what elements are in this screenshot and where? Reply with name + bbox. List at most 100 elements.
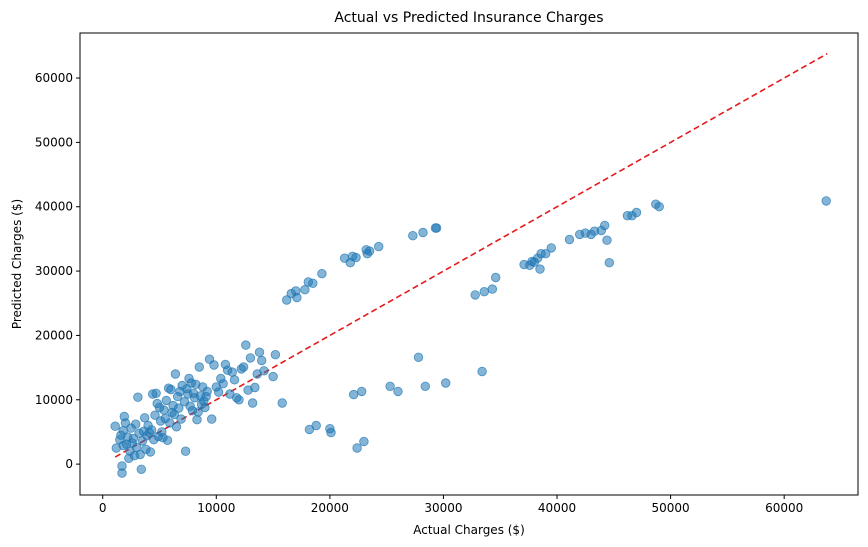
data-point — [631, 207, 642, 218]
data-point — [270, 350, 281, 360]
y-tick-label: 0 — [65, 457, 73, 471]
data-point — [133, 392, 143, 402]
data-point — [441, 378, 451, 388]
data-point — [602, 235, 612, 245]
data-point — [257, 355, 267, 366]
data-point — [180, 446, 191, 456]
data-point — [110, 421, 120, 431]
data-point — [151, 388, 161, 399]
data-point — [300, 285, 310, 295]
data-point — [393, 386, 403, 397]
data-point — [364, 246, 375, 256]
plot-frame — [79, 32, 859, 496]
data-point — [192, 415, 202, 425]
y-tick-label: 40000 — [35, 200, 73, 214]
x-axis-label: Actual Charges ($) — [413, 523, 525, 537]
data-point — [254, 347, 265, 357]
data-point — [418, 227, 428, 238]
data-point — [170, 369, 181, 379]
data-point — [176, 414, 186, 424]
data-point — [470, 290, 480, 300]
data-point — [218, 379, 228, 389]
data-point — [413, 352, 424, 363]
x-tick-label: 30000 — [424, 501, 462, 515]
data-point — [564, 234, 575, 245]
data-point — [326, 427, 336, 438]
data-point — [200, 402, 210, 413]
y-tick-label: 60000 — [35, 71, 73, 85]
axes-layer: 0 10000 20000 30000 40000 50000 60000 0 10000 200… — [35, 32, 859, 515]
data-point — [311, 420, 321, 431]
data-point — [277, 398, 287, 408]
data-point — [317, 269, 327, 279]
data-point — [159, 405, 169, 415]
x-tick-label: 40000 — [538, 501, 576, 515]
data-point — [139, 413, 150, 423]
data-point — [150, 410, 160, 420]
data-point — [166, 384, 176, 395]
data-point — [227, 367, 237, 377]
y-axis-label: Predicted Charges ($) — [10, 199, 24, 329]
x-tick-label: 20000 — [311, 501, 349, 515]
x-tick-label: 50000 — [652, 501, 690, 515]
plot-background — [80, 33, 858, 495]
x-tick-label: 60000 — [765, 501, 803, 515]
data-point — [209, 360, 219, 370]
data-point — [174, 403, 184, 413]
data-point — [431, 223, 442, 233]
data-point — [357, 386, 367, 397]
data-point — [146, 425, 157, 435]
data-point — [541, 248, 551, 259]
data-point — [268, 371, 278, 382]
reference-line — [114, 52, 828, 458]
data-point — [238, 362, 249, 372]
data-point — [351, 252, 361, 263]
data-point — [259, 366, 269, 376]
data-point — [374, 241, 384, 252]
data-point — [245, 353, 256, 363]
data-point — [491, 272, 501, 283]
data-point — [130, 419, 141, 429]
data-point — [161, 395, 172, 406]
data-point — [535, 264, 545, 274]
data-point — [821, 196, 831, 206]
data-point — [241, 340, 251, 350]
data-point — [282, 295, 292, 305]
data-point — [600, 220, 610, 231]
data-point — [420, 381, 431, 392]
data-point — [136, 464, 147, 475]
y-tick-label: 50000 — [35, 135, 73, 149]
data-point — [193, 407, 203, 417]
data-point — [308, 278, 318, 289]
y-tick-label: 20000 — [35, 328, 73, 342]
data-point — [385, 381, 395, 392]
reference-line-layer — [114, 52, 828, 458]
data-point — [408, 230, 418, 241]
data-point — [213, 387, 224, 397]
data-point — [546, 243, 557, 253]
data-point — [145, 447, 156, 457]
data-point — [234, 395, 244, 405]
data-point — [206, 414, 217, 424]
data-point — [349, 389, 359, 400]
points-layer — [110, 196, 831, 478]
data-point — [654, 201, 664, 212]
data-point — [162, 435, 173, 446]
y-tick-label: 10000 — [35, 393, 73, 407]
x-tick-label: 10000 — [197, 501, 235, 515]
data-point — [359, 436, 369, 447]
data-point — [487, 284, 498, 294]
data-point — [352, 443, 362, 453]
data-point — [604, 258, 615, 268]
chart-title: Actual vs Predicted Insurance Charges — [334, 10, 603, 26]
data-point — [171, 422, 182, 432]
data-point — [292, 292, 302, 303]
data-point — [194, 362, 205, 372]
data-point — [250, 382, 260, 393]
data-point — [247, 398, 258, 408]
data-point — [229, 375, 240, 385]
data-point — [202, 386, 212, 397]
data-point — [477, 366, 487, 377]
data-point — [479, 287, 490, 297]
